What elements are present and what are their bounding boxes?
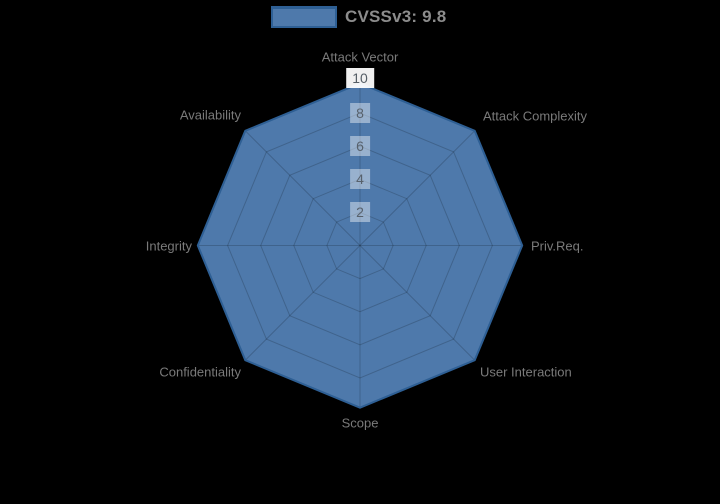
radar-grid-ring <box>326 211 394 280</box>
radial-tick-2: 2 <box>350 202 370 222</box>
radar-grid-ring <box>193 79 527 412</box>
axis-label-integrity: Integrity <box>145 238 192 254</box>
axis-label-attack-complexity: Attack Complexity <box>483 108 588 124</box>
radar-series-fill <box>197 83 523 408</box>
radial-tick-10: 10 <box>346 68 374 88</box>
radar-series-outline <box>196 82 524 409</box>
axis-label-attack-vector: Attack Vector <box>321 49 399 65</box>
radar-grid-ring <box>260 145 460 346</box>
axis-label-priv-req: Priv.Req. <box>531 238 584 254</box>
radar-grid-ring <box>293 178 427 313</box>
axis-label-confidentiality: Confidentiality <box>159 364 241 380</box>
axis-label-scope: Scope <box>341 415 379 431</box>
legend: CVSSv3: 9.8 <box>271 6 446 28</box>
radar-grid-ring <box>227 112 493 379</box>
radar-axis-spoke <box>242 128 361 246</box>
axis-label-user-interaction: User Interaction <box>480 364 572 380</box>
radar-axis-spoke <box>242 245 361 363</box>
radial-tick-4: 4 <box>350 169 370 189</box>
legend-label: CVSSv3: 9.8 <box>345 7 447 26</box>
radar-axis-spoke <box>359 128 478 246</box>
legend-swatch-icon <box>271 6 337 28</box>
radial-tick-6: 6 <box>350 136 370 156</box>
axis-label-availability: Availability <box>179 107 241 123</box>
radial-tick-8: 8 <box>350 103 370 123</box>
legend-item-cvssv3[interactable]: CVSSv3: 9.8 <box>271 6 446 28</box>
radar-axis-spoke <box>359 245 478 363</box>
